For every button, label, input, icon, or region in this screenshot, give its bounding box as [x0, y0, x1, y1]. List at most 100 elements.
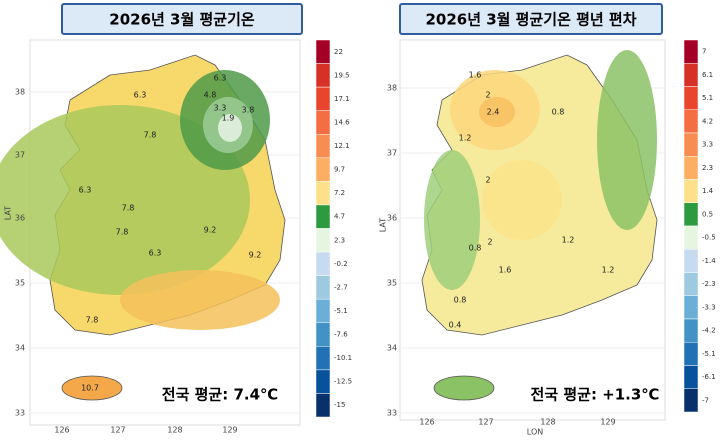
legend-swatch	[683, 156, 699, 180]
lon-tick-label: 128	[167, 426, 182, 435]
legend-label: 1.4	[702, 187, 714, 195]
panel-title: 2026년 3월 평균기온	[109, 11, 255, 29]
contour-zone	[597, 50, 657, 230]
map	[421, 50, 658, 401]
lat-tick-label: 34	[15, 344, 25, 353]
legend-label: -0.2	[334, 260, 348, 268]
contour-label: 10.7	[81, 384, 99, 393]
legend-label: -7.6	[334, 331, 348, 339]
contour-label: 2	[485, 91, 490, 100]
legend-label: 9.7	[334, 166, 345, 174]
lat-tick-label: 33	[387, 409, 397, 418]
legend-label: 4.7	[334, 213, 345, 221]
legend-swatch	[315, 251, 331, 276]
legend-label: 12.1	[334, 142, 350, 150]
contour-label: 0.8	[469, 244, 482, 253]
legend-swatch	[315, 157, 331, 182]
lat-tick-label: 37	[15, 151, 25, 160]
contour-label: 9.2	[204, 226, 217, 235]
legend-label: 3.3	[702, 141, 713, 149]
lon-tick-label: 129	[222, 426, 237, 435]
legend-swatch	[683, 202, 699, 227]
title-box	[399, 3, 663, 35]
legend-swatch	[683, 342, 699, 366]
contour-label: 0.8	[552, 108, 565, 117]
title-box	[61, 3, 303, 35]
legend-label: 14.6	[334, 118, 350, 126]
contour-label: 1.2	[602, 266, 615, 275]
legend-swatch	[683, 388, 699, 413]
legend-swatch	[315, 393, 331, 418]
lat-tick-label: 36	[387, 214, 397, 223]
contour-label: 7.8	[144, 131, 157, 140]
legend-label: -1.4	[702, 257, 716, 265]
legend-label: -0.5	[702, 234, 716, 242]
contour-label: 0.8	[454, 296, 467, 305]
contour-label: 2	[485, 176, 490, 185]
jeju	[61, 375, 123, 401]
legend-swatch	[683, 86, 699, 110]
contour-zone	[120, 270, 280, 330]
legend-swatch	[683, 249, 699, 273]
legend-label: 2.3	[702, 164, 713, 172]
national-average: 전국 평균: +1.3℃	[531, 386, 660, 404]
legend-swatch	[683, 365, 699, 389]
legend-swatch	[315, 39, 331, 64]
legend-label: -2.7	[334, 283, 348, 291]
lon-tick-label: 129	[600, 418, 615, 427]
legend-swatch	[683, 132, 699, 157]
legend-label: -3.3	[702, 303, 716, 311]
contour-label: 1.6	[499, 266, 512, 275]
contour-zone	[479, 97, 515, 127]
lat-tick-label: 38	[387, 84, 397, 93]
contour-label: 2	[487, 238, 492, 247]
contour-label: 1.2	[459, 134, 472, 143]
x-axis-label: LON	[527, 428, 543, 437]
legend-swatch	[315, 86, 331, 111]
lon-tick-label: 126	[54, 426, 69, 435]
lon-tick-label: 127	[110, 426, 125, 435]
legend-swatch	[315, 298, 331, 323]
legend-swatch	[315, 181, 331, 206]
contour-label: 3.3	[214, 104, 227, 113]
legend-label: -12.5	[334, 378, 352, 386]
legend-swatch	[683, 225, 699, 250]
legend-swatch	[315, 110, 331, 135]
legend-swatch	[683, 295, 699, 320]
legend-swatch	[315, 204, 331, 229]
lat-tick-label: 33	[15, 409, 25, 418]
legend-swatch	[315, 346, 331, 371]
contour-zone	[0, 105, 250, 295]
legend-label: -5.1	[702, 350, 716, 358]
legend-swatch	[683, 63, 699, 87]
legend-label: -7	[702, 396, 709, 404]
contour-label: 0.4	[449, 321, 462, 330]
contour-label: 6.3	[79, 186, 92, 195]
contour-label: 7.8	[116, 228, 129, 237]
contour-label: 1.2	[562, 236, 575, 245]
legend-swatch	[683, 39, 699, 64]
legend-label: 2.3	[334, 236, 345, 244]
lon-tick-label: 127	[478, 418, 493, 427]
legend-label: 0.5	[702, 210, 713, 218]
legend-swatch	[315, 322, 331, 347]
legend-swatch	[315, 275, 331, 300]
contour-label: 4.8	[204, 91, 217, 100]
contour-zone	[218, 114, 242, 142]
lat-tick-label: 38	[15, 88, 25, 97]
contour-label: 6.3	[134, 91, 147, 100]
legend-label: 19.5	[334, 71, 350, 79]
lat-tick-label: 35	[387, 279, 397, 288]
legend-label: 17.1	[334, 95, 350, 103]
contour-label: 1.9	[222, 114, 235, 123]
legend-swatch	[315, 228, 331, 253]
contour-zone	[482, 160, 562, 240]
contour-zone	[424, 150, 480, 290]
legend-label: -10.1	[334, 354, 352, 362]
panel-title: 2026년 3월 평균기온 평년 편차	[425, 11, 636, 29]
y-axis-label: LAT	[4, 206, 13, 220]
contour-label: 7.8	[122, 204, 135, 213]
legend-label: 6.1	[702, 71, 713, 79]
